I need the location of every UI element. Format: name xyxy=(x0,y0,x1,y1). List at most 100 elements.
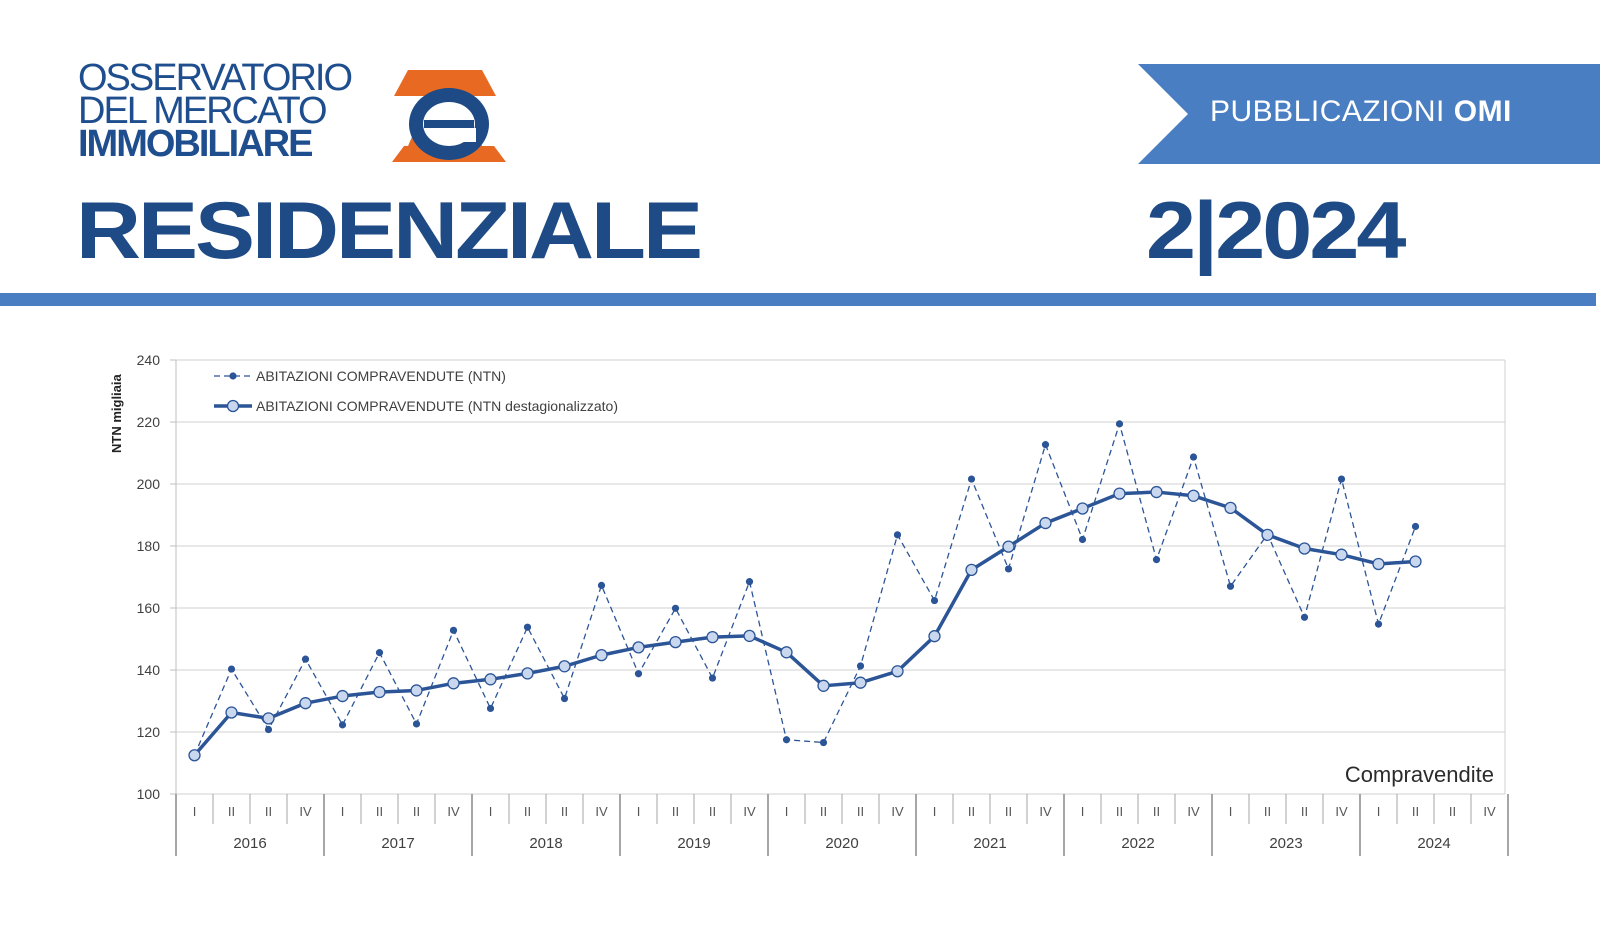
y-tick-label: 140 xyxy=(137,662,161,678)
series-ntn-sa-point xyxy=(410,684,423,697)
quarter-label: I xyxy=(1081,804,1085,819)
quarter-label: IV xyxy=(1335,804,1348,819)
chart-caption: Compravendite xyxy=(1345,762,1494,787)
quarter-label: II xyxy=(376,804,383,819)
series-ntn-point xyxy=(1226,582,1235,590)
quarter-label: IV xyxy=(743,804,756,819)
series-ntn-sa-point xyxy=(262,712,275,725)
series-ntn-point xyxy=(745,578,754,586)
quarter-label: IV xyxy=(1187,804,1200,819)
series-ntn-point xyxy=(1337,475,1346,483)
series-ntn-point xyxy=(671,604,680,612)
series-ntn-sa-point xyxy=(854,676,867,689)
quarter-label: I xyxy=(489,804,493,819)
year-label: 2018 xyxy=(529,835,562,852)
quarter-label: I xyxy=(193,804,197,819)
series-ntn-sa-point xyxy=(225,706,238,719)
series-ntn-sa-point xyxy=(817,679,830,692)
quarter-label: II xyxy=(1412,804,1419,819)
series-ntn-sa-point xyxy=(521,667,534,680)
series-ntn-sa-point xyxy=(484,673,497,686)
quarter-label: I xyxy=(341,804,345,819)
series-ntn-sa-point xyxy=(1187,489,1200,502)
year-label: 2023 xyxy=(1269,835,1302,852)
series-ntn-sa-point xyxy=(1409,555,1422,568)
y-tick-label: 160 xyxy=(137,600,161,616)
year-label: 2020 xyxy=(825,835,858,852)
quarter-label: IV xyxy=(447,804,460,819)
quarter-label: II xyxy=(1153,804,1160,819)
series-ntn-sa-line xyxy=(193,490,1416,757)
y-tick-label: 200 xyxy=(137,476,161,492)
series-ntn-sa-point xyxy=(965,563,978,577)
series-ntn-point xyxy=(1041,441,1050,449)
logo-line-1: OSSERVATORIO xyxy=(78,57,353,99)
quarter-label: II xyxy=(709,804,716,819)
y-tick-label: 180 xyxy=(137,538,161,554)
series-ntn-sa-point xyxy=(595,648,608,662)
series-ntn-point xyxy=(967,475,976,483)
y-tick-label: 100 xyxy=(137,786,161,802)
series-ntn-sa-point xyxy=(1261,528,1274,541)
y-axis-title: NTN migliaia xyxy=(109,373,124,453)
series-ntn-point xyxy=(449,626,458,634)
series-ntn-point xyxy=(782,736,791,744)
y-tick-label: 220 xyxy=(137,414,161,430)
year-label: 2024 xyxy=(1417,835,1450,852)
header-divider xyxy=(0,293,1596,306)
quarter-label: II xyxy=(1005,804,1012,819)
legend-ntn-sa-label: ABITAZIONI COMPRAVENDUTE (NTN destagiona… xyxy=(256,398,618,414)
series-ntn-point xyxy=(486,704,495,713)
series-ntn-point xyxy=(301,655,310,663)
series-ntn-point xyxy=(375,649,384,657)
series-ntn-sa-point xyxy=(1002,540,1015,553)
series-ntn-point xyxy=(227,665,236,673)
quarter-label: I xyxy=(1229,804,1233,819)
legend-ntn-sa-swatch-point xyxy=(226,399,240,413)
series-ntn-point xyxy=(1374,620,1383,628)
quarter-label: II xyxy=(524,804,531,819)
page-title: RESIDENZIALE xyxy=(76,186,703,276)
series-ntn-sa-point xyxy=(1298,542,1311,555)
banner-strong: OMI xyxy=(1453,95,1512,128)
series-ntn-sa-point xyxy=(669,635,682,649)
grid-layer xyxy=(176,359,1506,795)
series-ntn-sa-point xyxy=(1113,487,1126,500)
series-ntn-point xyxy=(338,721,347,729)
logo-line-2: DEL MERCATO xyxy=(78,90,328,132)
quarter-label: II xyxy=(561,804,568,819)
quarter-label: IV xyxy=(299,804,312,819)
series-ntn-point xyxy=(1004,565,1013,573)
quarter-label: II xyxy=(1116,804,1123,819)
series-ntn-point xyxy=(1115,420,1124,428)
quarter-label: II xyxy=(968,804,975,819)
series-ntn-point xyxy=(930,596,939,605)
legend-ntn-swatch-point xyxy=(229,372,237,380)
series-ntn-line xyxy=(193,421,1417,756)
series-ntn-sa-point xyxy=(891,665,904,678)
series-ntn-sa-point xyxy=(1224,501,1237,515)
quarter-label: IV xyxy=(595,804,608,819)
series-ntn-sa-point xyxy=(373,685,386,699)
quarter-label: II xyxy=(1301,804,1308,819)
series-ntn-point xyxy=(893,531,902,539)
series-ntn-point xyxy=(1152,556,1161,564)
series-ntn-point xyxy=(1300,613,1309,621)
legend: ABITAZIONI COMPRAVENDUTE (NTN) ABITAZIONI… xyxy=(214,368,618,414)
legend-ntn-label: ABITAZIONI COMPRAVENDUTE (NTN) xyxy=(256,368,506,384)
series-ntn-point xyxy=(856,662,865,670)
quarter-label: IV xyxy=(1039,804,1052,819)
series-ntn-sa-point xyxy=(188,749,201,762)
series-ntn-sa-point xyxy=(1150,485,1163,499)
quarter-label: I xyxy=(785,804,789,819)
logo-line-3: IMMOBILIARE xyxy=(78,123,313,165)
issue-number: 2|2024 xyxy=(1146,186,1406,276)
series-ntn-point xyxy=(560,694,569,703)
series-ntn-sa-point xyxy=(299,697,312,710)
year-label: 2016 xyxy=(233,835,266,852)
quarter-label: II xyxy=(857,804,864,819)
quarter-label: I xyxy=(1377,804,1381,819)
series-ntn-point xyxy=(412,720,421,728)
